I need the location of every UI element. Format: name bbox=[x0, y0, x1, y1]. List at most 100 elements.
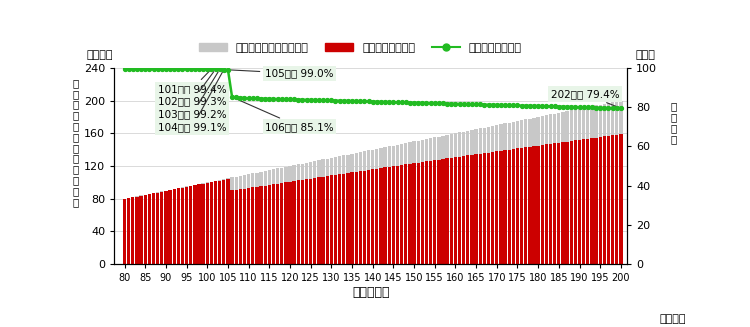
Bar bbox=[524, 147, 527, 264]
Bar bbox=[620, 101, 622, 134]
Bar bbox=[478, 129, 482, 154]
Bar bbox=[363, 151, 366, 171]
Bar bbox=[131, 197, 134, 198]
Bar bbox=[557, 113, 560, 143]
Bar bbox=[392, 166, 395, 264]
Bar bbox=[276, 168, 279, 184]
Bar bbox=[181, 187, 184, 188]
Bar bbox=[350, 154, 354, 172]
Bar bbox=[238, 189, 242, 264]
Bar bbox=[342, 155, 346, 174]
Bar bbox=[292, 181, 296, 264]
Bar bbox=[388, 146, 391, 167]
Bar bbox=[503, 150, 507, 264]
Bar bbox=[358, 152, 362, 171]
Bar bbox=[424, 139, 428, 162]
Bar bbox=[185, 186, 188, 187]
Bar bbox=[421, 140, 424, 162]
Bar bbox=[437, 137, 440, 160]
Bar bbox=[536, 146, 540, 264]
Bar bbox=[541, 145, 544, 264]
Bar bbox=[123, 199, 126, 264]
Bar bbox=[268, 185, 271, 264]
Bar bbox=[578, 140, 581, 264]
Bar bbox=[280, 168, 284, 183]
Bar bbox=[408, 142, 412, 164]
Bar bbox=[528, 119, 532, 147]
Bar bbox=[127, 198, 130, 264]
Bar bbox=[326, 176, 328, 264]
Bar bbox=[487, 127, 490, 152]
Bar bbox=[301, 164, 304, 180]
Bar bbox=[169, 190, 172, 264]
Bar bbox=[607, 136, 610, 264]
Bar bbox=[500, 124, 502, 151]
Bar bbox=[247, 174, 250, 188]
Bar bbox=[470, 130, 473, 155]
Bar bbox=[288, 166, 292, 182]
Bar bbox=[487, 152, 490, 264]
Bar bbox=[495, 151, 499, 264]
Bar bbox=[615, 101, 619, 135]
Text: 104万円 99.1%: 104万円 99.1% bbox=[158, 72, 226, 132]
Text: 103万円 99.2%: 103万円 99.2% bbox=[158, 72, 226, 119]
Bar bbox=[446, 135, 448, 159]
Bar bbox=[194, 185, 196, 264]
Bar bbox=[615, 135, 619, 264]
Bar bbox=[355, 153, 358, 172]
Bar bbox=[197, 184, 201, 264]
Bar bbox=[284, 182, 287, 264]
Text: 手
取
り
額
／
税
・
社
会
保
険
料: 手 取 り 額 ／ 税 ・ 社 会 保 険 料 bbox=[73, 78, 79, 207]
Bar bbox=[292, 165, 296, 181]
Bar bbox=[210, 182, 213, 264]
Bar bbox=[371, 150, 374, 169]
Bar bbox=[383, 147, 387, 167]
Bar bbox=[276, 184, 279, 264]
Bar bbox=[413, 142, 416, 163]
Bar bbox=[214, 181, 217, 264]
Bar bbox=[603, 136, 606, 264]
Bar bbox=[413, 163, 416, 264]
Bar bbox=[317, 160, 320, 177]
Bar bbox=[346, 155, 350, 173]
Bar bbox=[520, 148, 524, 264]
Bar bbox=[611, 135, 614, 264]
Bar bbox=[358, 171, 362, 264]
Bar bbox=[206, 182, 209, 183]
Bar bbox=[516, 148, 519, 264]
Bar bbox=[280, 183, 284, 264]
Bar bbox=[226, 179, 230, 264]
Bar bbox=[322, 177, 325, 264]
Bar bbox=[326, 159, 328, 176]
Bar bbox=[508, 123, 511, 150]
Bar bbox=[380, 148, 382, 168]
Bar bbox=[251, 173, 254, 187]
Bar bbox=[346, 173, 350, 264]
Bar bbox=[421, 162, 424, 264]
Bar bbox=[309, 162, 312, 179]
Bar bbox=[160, 192, 164, 264]
Bar bbox=[590, 138, 593, 264]
Bar bbox=[305, 163, 308, 179]
Bar bbox=[152, 193, 155, 264]
Bar bbox=[363, 171, 366, 264]
Bar bbox=[235, 190, 238, 264]
Bar bbox=[433, 137, 436, 160]
Bar bbox=[466, 155, 470, 264]
Bar bbox=[375, 169, 379, 264]
Bar bbox=[400, 165, 404, 264]
Bar bbox=[478, 154, 482, 264]
Bar bbox=[429, 138, 432, 161]
Bar bbox=[553, 143, 556, 264]
Bar bbox=[582, 139, 585, 264]
Bar bbox=[598, 137, 602, 264]
Bar bbox=[317, 177, 320, 264]
Bar bbox=[367, 150, 370, 170]
Bar bbox=[230, 190, 234, 264]
Bar bbox=[620, 134, 622, 264]
Bar bbox=[355, 172, 358, 264]
Bar bbox=[491, 152, 494, 264]
Bar bbox=[446, 159, 448, 264]
Bar bbox=[595, 138, 598, 264]
Bar bbox=[520, 120, 524, 148]
